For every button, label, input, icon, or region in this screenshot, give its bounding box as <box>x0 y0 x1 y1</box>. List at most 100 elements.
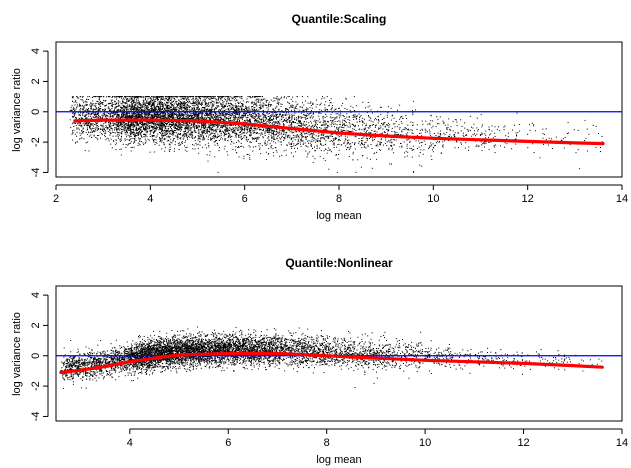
scatter-point <box>124 114 126 116</box>
scatter-point <box>204 125 206 127</box>
scatter-point <box>73 116 75 118</box>
scatter-point <box>157 97 159 99</box>
scatter-point <box>336 124 338 126</box>
scatter-point <box>307 102 309 104</box>
scatter-point <box>93 128 95 129</box>
scatter-point <box>232 104 234 106</box>
scatter-point <box>330 140 332 142</box>
scatter-point <box>406 139 408 141</box>
scatter-point <box>354 148 356 150</box>
scatter-point <box>363 136 365 138</box>
scatter-point <box>222 100 223 102</box>
scatter-point <box>149 125 151 127</box>
scatter-point <box>177 133 179 135</box>
scatter-point <box>107 131 109 132</box>
scatter-point <box>226 114 227 116</box>
scatter-point <box>394 133 396 135</box>
scatter-point <box>305 137 307 139</box>
scatter-point <box>339 126 341 128</box>
scatter-point <box>203 131 205 133</box>
scatter-point <box>72 115 73 117</box>
scatter-point <box>319 156 321 158</box>
scatter-point <box>555 136 557 138</box>
scatter-point <box>80 96 82 98</box>
scatter-point <box>209 131 211 133</box>
scatter-point <box>238 109 240 111</box>
scatter-point <box>254 103 256 105</box>
scatter-point <box>146 131 148 133</box>
scatter-point <box>230 128 232 130</box>
scatter-point <box>222 125 224 127</box>
scatter-point <box>211 138 213 140</box>
scatter-point <box>391 141 393 143</box>
scatter-point <box>439 130 441 132</box>
scatter-point <box>283 130 285 132</box>
scatter-point <box>367 144 369 146</box>
scatter-point <box>269 120 270 122</box>
scatter-point <box>217 126 219 128</box>
scatter-point <box>267 127 269 129</box>
scatter-point <box>220 114 222 116</box>
scatter-point <box>209 154 211 156</box>
scatter-point <box>185 128 187 130</box>
scatter-point <box>95 113 97 115</box>
scatter-point <box>242 117 244 119</box>
scatter-point <box>215 107 217 109</box>
scatter-point <box>146 129 148 131</box>
scatter-point <box>168 143 170 145</box>
scatter-point <box>200 98 202 99</box>
scatter-point <box>98 109 100 111</box>
scatter-point <box>146 113 148 114</box>
scatter-point <box>155 136 157 138</box>
scatter-point <box>439 116 441 118</box>
scatter-point <box>181 135 183 137</box>
scatter-point <box>145 102 147 104</box>
scatter-point <box>200 113 202 115</box>
scatter-point <box>129 106 131 108</box>
scatter-point <box>332 119 334 121</box>
scatter-point <box>110 128 112 129</box>
scatter-point <box>120 138 122 140</box>
scatter-point <box>187 124 188 126</box>
scatter-point <box>197 106 199 108</box>
scatter-point <box>166 106 168 108</box>
scatter-point <box>359 116 361 118</box>
scatter-point <box>273 141 275 143</box>
scatter-point <box>127 110 129 112</box>
scatter-point <box>99 117 101 119</box>
scatter-point <box>84 114 86 116</box>
scatter-point <box>371 130 373 132</box>
scatter-point <box>584 140 586 141</box>
scatter-point <box>116 129 118 131</box>
scatter-point <box>250 134 252 136</box>
scatter-point <box>161 133 163 134</box>
scatter-point <box>201 130 203 132</box>
scatter-point <box>279 114 281 115</box>
scatter-point <box>244 108 245 110</box>
scatter-point <box>238 127 240 129</box>
scatter-point <box>137 144 139 146</box>
scatter-point <box>308 140 310 142</box>
scatter-point <box>149 130 151 132</box>
scatter-point <box>256 105 258 107</box>
scatter-point <box>218 136 220 137</box>
scatter-point <box>305 136 307 138</box>
scatter-point <box>479 134 481 135</box>
scatter-point <box>195 101 197 103</box>
scatter-point <box>249 121 251 123</box>
scatter-point <box>197 128 199 130</box>
scatter-point <box>261 122 263 124</box>
scatter-point <box>82 112 84 114</box>
scatter-point <box>183 115 185 117</box>
scatter-point <box>145 112 147 114</box>
scatter-point <box>344 118 346 120</box>
scatter-point <box>160 98 162 100</box>
scatter-point <box>154 97 156 99</box>
scatter-point <box>169 97 171 99</box>
scatter-point <box>273 155 275 157</box>
scatter-point <box>113 125 114 127</box>
scatter-point <box>165 108 167 110</box>
scatter-point <box>148 109 150 111</box>
scatter-point <box>142 142 144 144</box>
scatter-point <box>268 106 270 108</box>
